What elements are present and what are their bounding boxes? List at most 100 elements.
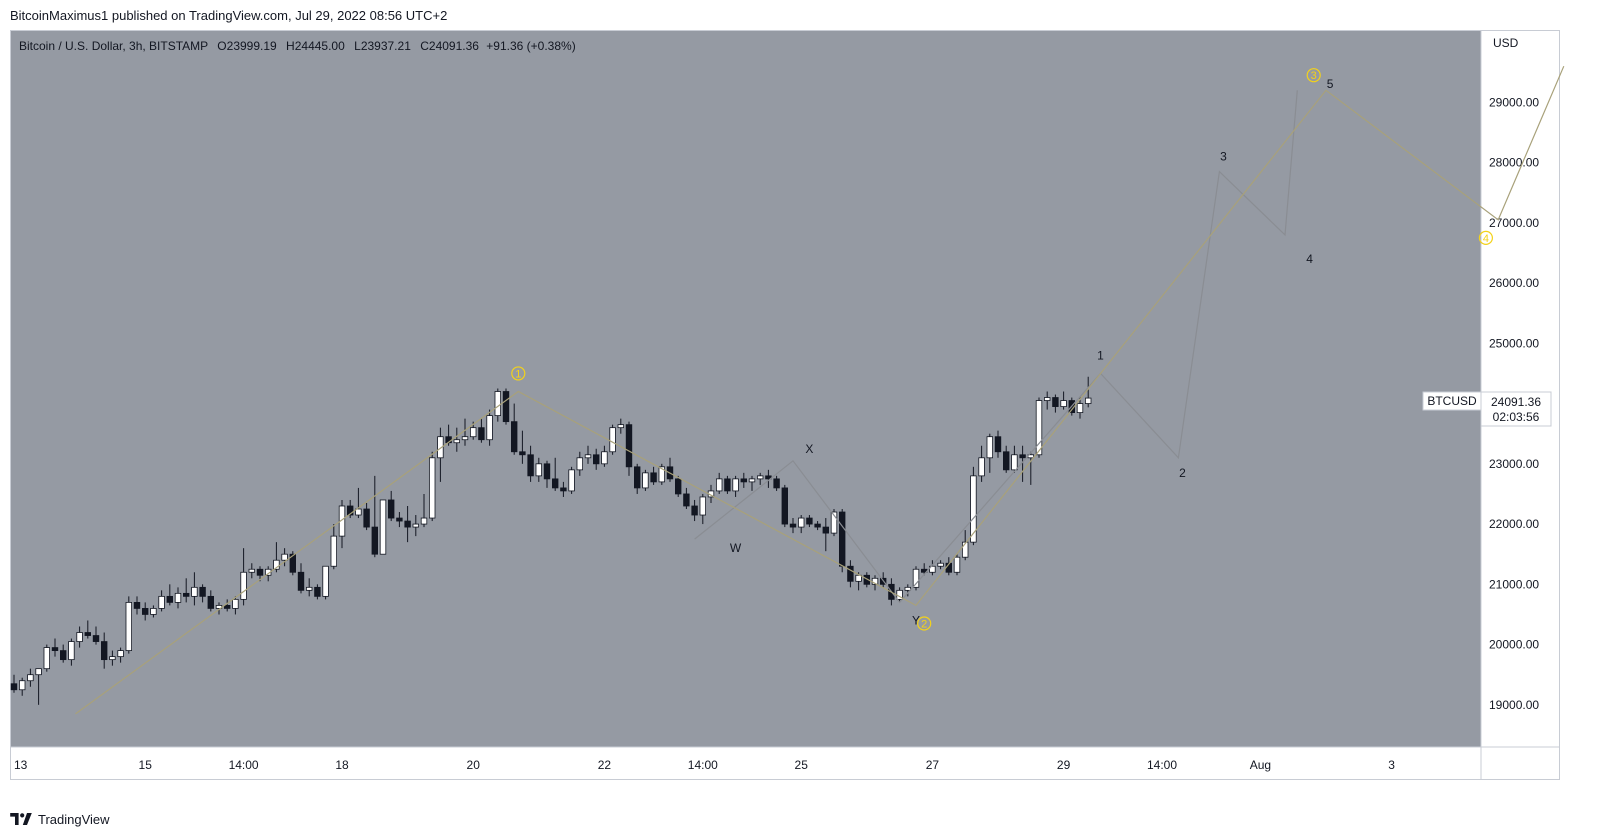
candle bbox=[437, 427, 444, 482]
candle bbox=[256, 566, 264, 582]
candle-body bbox=[322, 565, 329, 597]
candle-body bbox=[92, 635, 100, 642]
candle-body bbox=[814, 523, 821, 528]
footer-brand[interactable]: TradingView bbox=[38, 811, 110, 827]
candle-body bbox=[634, 466, 641, 489]
price-tag-symbol: BTCUSD bbox=[1427, 394, 1477, 408]
legend-symbol: Bitcoin / U.S. Dollar, 3h, BITSTAMP bbox=[19, 39, 208, 53]
tradingview-logo-icon bbox=[10, 813, 32, 825]
wave-minor-line bbox=[694, 90, 1298, 604]
candle bbox=[355, 487, 362, 519]
candle bbox=[27, 668, 34, 687]
candle-body bbox=[27, 674, 34, 682]
wave-label-text: 2 bbox=[921, 618, 927, 630]
candle bbox=[740, 472, 747, 488]
candle-body bbox=[806, 517, 813, 525]
candle-body bbox=[191, 586, 198, 597]
chart-frame[interactable]: USD 19000.00 20000.00 21000.00 22000.00 2300… bbox=[10, 30, 1595, 800]
candle bbox=[962, 530, 969, 561]
candle bbox=[527, 445, 534, 482]
candle bbox=[691, 499, 698, 522]
candle-body bbox=[461, 436, 469, 441]
candle-body bbox=[117, 650, 124, 658]
candle-body bbox=[281, 553, 288, 561]
candle-body bbox=[765, 475, 772, 480]
chart-border bbox=[10, 30, 1560, 780]
candle bbox=[904, 584, 911, 597]
candle bbox=[1085, 376, 1092, 408]
candle-body bbox=[387, 499, 395, 519]
candle bbox=[232, 596, 239, 615]
candle bbox=[1052, 394, 1059, 413]
ohlc-legend: Bitcoin / U.S. Dollar, 3h, BITSTAMP O239… bbox=[19, 39, 576, 53]
candle-body bbox=[773, 478, 780, 489]
candle-body bbox=[552, 478, 559, 489]
wave-label-circled: 4 bbox=[1478, 230, 1494, 245]
candle bbox=[806, 515, 813, 528]
candle-body bbox=[543, 463, 551, 480]
candle-body bbox=[396, 517, 403, 522]
candle-body bbox=[428, 457, 436, 519]
candle bbox=[338, 499, 346, 549]
candle bbox=[199, 584, 206, 603]
price-tag-countdown: 02:03:56 bbox=[1493, 410, 1540, 424]
candle bbox=[207, 590, 214, 612]
candle bbox=[576, 451, 583, 476]
candle-body bbox=[732, 478, 739, 492]
price-chart[interactable]: USD 19000.00 20000.00 21000.00 22000.00 2300… bbox=[10, 30, 1595, 800]
candle bbox=[724, 475, 731, 494]
candle bbox=[937, 560, 944, 570]
candle bbox=[371, 475, 378, 558]
candle bbox=[773, 475, 780, 491]
candle-body bbox=[502, 391, 510, 423]
candle-body bbox=[174, 592, 182, 603]
candle bbox=[174, 587, 182, 609]
wave-label: 4 bbox=[1306, 252, 1313, 266]
candle-body bbox=[182, 592, 190, 597]
candle-body bbox=[789, 523, 797, 528]
footer: TradingView bbox=[10, 810, 110, 828]
candle bbox=[322, 565, 329, 600]
wave-label-circle bbox=[511, 366, 526, 381]
candle bbox=[92, 626, 100, 645]
price-axis-area bbox=[1481, 30, 1560, 747]
legend-change: +91.36 (+0.38%) bbox=[486, 39, 576, 53]
candle-body bbox=[371, 526, 378, 555]
candle bbox=[953, 554, 961, 576]
last-price-tag: BTCUSD 24091.36 02:03:56 bbox=[1422, 391, 1552, 427]
candle bbox=[10, 674, 18, 693]
candle bbox=[650, 466, 657, 485]
price-tick-label: 25000.00 bbox=[1489, 336, 1539, 350]
time-tick-label: 20 bbox=[467, 758, 481, 772]
candle-body bbox=[658, 466, 665, 483]
candle bbox=[133, 596, 141, 615]
candle bbox=[404, 505, 411, 543]
candle bbox=[798, 515, 805, 534]
time-tick-label: 25 bbox=[795, 758, 809, 772]
price-tick-label: 19000.00 bbox=[1489, 698, 1539, 712]
candle-body bbox=[199, 586, 206, 597]
price-tick-label: 22000.00 bbox=[1489, 517, 1539, 531]
candle bbox=[601, 445, 608, 467]
wave-label: 1 bbox=[1097, 348, 1104, 362]
candle-body bbox=[593, 454, 600, 465]
candle bbox=[420, 493, 428, 528]
candle bbox=[125, 596, 132, 654]
price-tick-label: 20000.00 bbox=[1489, 638, 1539, 652]
time-tick-label: 14:00 bbox=[688, 758, 718, 772]
candle bbox=[732, 475, 739, 497]
candle bbox=[994, 430, 1002, 458]
legend-open-label: O bbox=[217, 39, 227, 53]
candle-body bbox=[527, 454, 534, 477]
candle-body bbox=[469, 427, 477, 438]
candle-body bbox=[609, 427, 616, 453]
candle bbox=[822, 518, 829, 552]
wave-label-text: 4 bbox=[1483, 233, 1489, 245]
price-axis: 19000.00 20000.00 21000.00 22000.00 23000.00… bbox=[1489, 95, 1539, 712]
candle-body bbox=[568, 469, 575, 492]
time-axis-area bbox=[10, 747, 1560, 780]
wave-lines bbox=[75, 65, 1565, 715]
candle bbox=[76, 626, 83, 648]
candle-body bbox=[84, 632, 91, 636]
candle bbox=[830, 509, 838, 537]
